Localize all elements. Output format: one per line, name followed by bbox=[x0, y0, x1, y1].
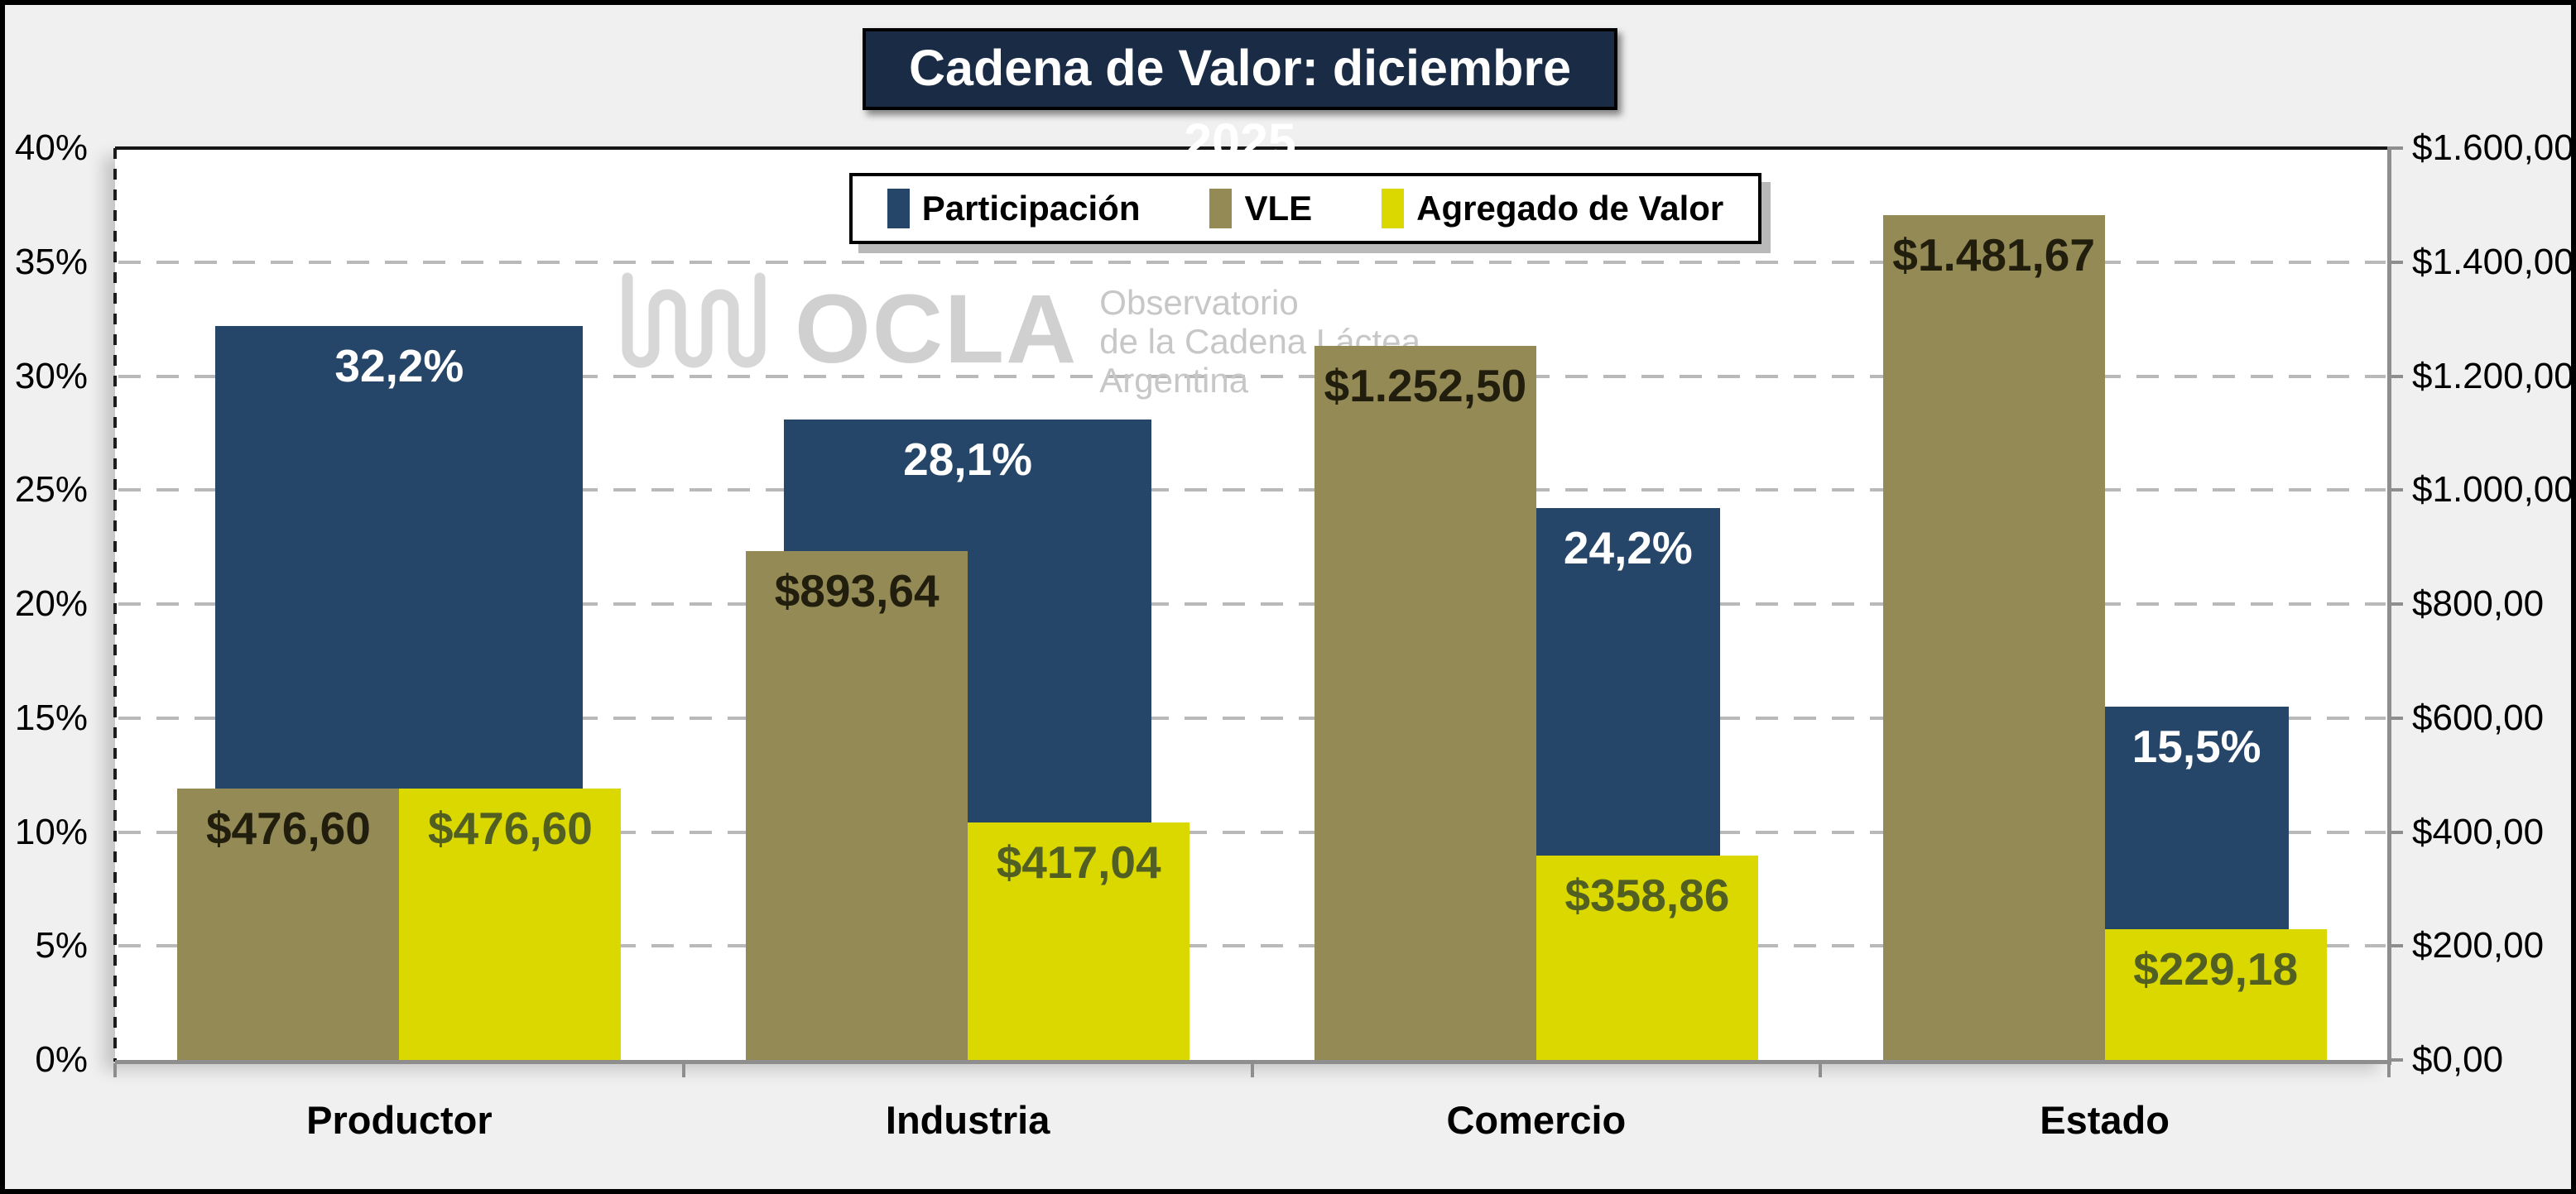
category-label-industria: Industria bbox=[885, 1098, 1050, 1142]
bar-value-label: $417,04 bbox=[996, 836, 1161, 888]
ocla-wave-icon bbox=[622, 272, 766, 368]
plot-border-top bbox=[115, 146, 2392, 150]
bar-value-label: $358,86 bbox=[1564, 869, 1730, 921]
left-axis-tick-label: 30% bbox=[14, 355, 88, 396]
gridline bbox=[118, 260, 2386, 264]
category-label-estado: Estado bbox=[2040, 1098, 2170, 1142]
gridline bbox=[118, 944, 2386, 948]
x-axis-tick-mark bbox=[1250, 1063, 1254, 1077]
legend-marker-icon bbox=[1382, 189, 1405, 228]
right-axis-tick-label: $1.200,00 bbox=[2412, 355, 2574, 396]
bar-value-label: 28,1% bbox=[903, 433, 1033, 485]
watermark-tagline-line: Argentina bbox=[1099, 361, 1249, 400]
right-axis-tick-mark bbox=[2389, 830, 2403, 834]
x-axis-tick-mark bbox=[681, 1063, 685, 1077]
bar-value-label: $1.481,67 bbox=[1892, 229, 2095, 281]
right-axis-tick-mark bbox=[2389, 716, 2403, 720]
bar-value-label: $893,64 bbox=[774, 564, 940, 616]
bar-vle-estado bbox=[1882, 215, 2105, 1060]
bar-vle-industria bbox=[746, 550, 968, 1060]
right-axis-tick-label: $200,00 bbox=[2412, 925, 2545, 966]
gridline bbox=[118, 602, 2386, 606]
category-label-comercio: Comercio bbox=[1446, 1098, 1627, 1142]
bar-vle-productor bbox=[177, 788, 400, 1060]
gridline bbox=[118, 488, 2386, 492]
right-axis-tick-label: $1.400,00 bbox=[2412, 241, 2574, 282]
left-axis-tick-label: 15% bbox=[14, 697, 88, 738]
right-axis-tick-label: $1.600,00 bbox=[2412, 127, 2574, 168]
right-axis-tick-mark bbox=[2389, 374, 2403, 378]
bar-agregado-de-valor-productor bbox=[399, 788, 622, 1060]
x-axis-tick-mark bbox=[113, 1063, 117, 1077]
watermark-tagline-line: Observatorio bbox=[1099, 283, 1299, 322]
left-axis-line bbox=[113, 148, 117, 1062]
legend-item: Participación bbox=[887, 189, 1141, 228]
legend-marker-icon bbox=[887, 189, 910, 228]
bar-value-label: 32,2% bbox=[334, 339, 464, 391]
left-axis-tick-label: 25% bbox=[14, 469, 88, 511]
chart-title: Cadena de Valor: diciembre 2025 bbox=[863, 28, 1617, 170]
legend-item: VLE bbox=[1209, 189, 1312, 228]
right-axis-tick-label: $0,00 bbox=[2412, 1039, 2504, 1080]
right-axis-tick-mark bbox=[2389, 488, 2403, 492]
bar-value-label: $1.252,50 bbox=[1324, 360, 1527, 412]
legend-marker-icon bbox=[1209, 189, 1233, 228]
left-axis-tick-label: 0% bbox=[35, 1039, 88, 1080]
bar-agregado-de-valor-industria bbox=[968, 822, 1190, 1060]
bar-value-label: 15,5% bbox=[2131, 720, 2261, 772]
bar-value-label: 24,2% bbox=[1563, 522, 1693, 574]
left-axis-tick-label: 35% bbox=[14, 241, 88, 282]
bar-value-label: $476,60 bbox=[427, 802, 593, 854]
left-axis-tick-label: 5% bbox=[35, 925, 88, 966]
right-axis-tick-mark bbox=[2389, 944, 2403, 948]
left-axis-tick-label: 10% bbox=[14, 811, 88, 852]
plot-border-right bbox=[2387, 146, 2391, 1065]
gridline bbox=[118, 830, 2386, 834]
right-axis-tick-mark bbox=[2389, 1058, 2403, 1062]
gridline bbox=[118, 716, 2386, 720]
bar-value-label: $476,60 bbox=[205, 802, 371, 854]
bar-vle-comercio bbox=[1314, 346, 1536, 1060]
watermark-brand: OCLA bbox=[795, 275, 1079, 384]
right-axis-tick-mark bbox=[2389, 260, 2403, 264]
x-axis-tick-mark bbox=[2387, 1063, 2391, 1077]
right-axis-tick-label: $600,00 bbox=[2412, 697, 2545, 738]
x-axis-line bbox=[115, 1060, 2391, 1064]
legend-label: VLE bbox=[1244, 189, 1313, 228]
right-axis-tick-label: $800,00 bbox=[2412, 583, 2545, 624]
right-axis-tick-label: $1.000,00 bbox=[2412, 469, 2574, 511]
right-axis-tick-mark bbox=[2389, 602, 2403, 606]
category-label-productor: Productor bbox=[306, 1098, 493, 1142]
bar-value-label: $229,18 bbox=[2133, 943, 2299, 995]
legend-label: Agregado de Valor bbox=[1416, 189, 1724, 228]
bar-agregado-de-valor-comercio bbox=[1536, 855, 1758, 1060]
left-axis-tick-label: 40% bbox=[14, 127, 88, 168]
right-axis-tick-label: $400,00 bbox=[2412, 811, 2545, 852]
x-axis-tick-mark bbox=[1819, 1063, 1823, 1077]
bar-agregado-de-valor-estado bbox=[2104, 929, 2327, 1060]
gridline bbox=[118, 374, 2386, 378]
right-axis-tick-mark bbox=[2389, 146, 2403, 150]
left-axis-tick-label: 20% bbox=[14, 583, 88, 624]
legend: Participación VLE Agregado de Valor bbox=[849, 173, 1761, 244]
legend-label: Participación bbox=[921, 189, 1141, 228]
legend-item: Agregado de Valor bbox=[1382, 189, 1723, 228]
